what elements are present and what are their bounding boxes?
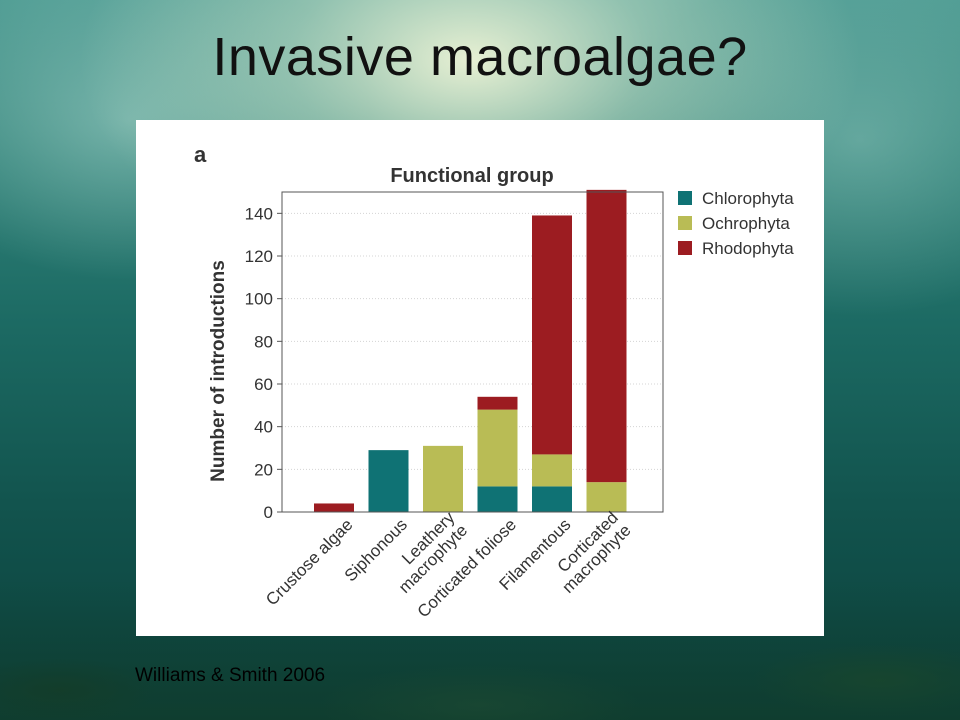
y-tick-label: 20 [254,460,273,479]
legend-label-ochrophyta: Ochrophyta [702,214,790,233]
bar-ochrophyta-3 [477,409,518,487]
bar-chlorophyta-4 [532,486,572,512]
bars [314,189,627,512]
legend-swatch-rhodophyta [678,241,692,255]
slide-title: Invasive macroalgae? [212,27,748,87]
y-tick-label: 140 [245,204,273,223]
bar-rhodophyta-3 [477,396,518,410]
y-tick-label: 40 [254,418,273,437]
citation: Williams & Smith 2006 [135,665,326,686]
y-tick-label: 80 [254,332,273,351]
y-tick-label: 0 [264,503,273,522]
bar-chart: a Functional group Number of introductio… [194,142,794,622]
bar-ochrophyta-2 [423,445,463,512]
y-tick-label: 60 [254,375,273,394]
legend: Chlorophyta Ochrophyta Rhodophyta [678,189,794,258]
y-axis-ticks: 0 20 40 60 80 100 120 140 [245,204,282,522]
y-tick-label: 100 [245,290,273,309]
panel-label: a [194,142,207,167]
bar-rhodophyta-0 [314,503,354,512]
bar-ochrophyta-5 [586,482,627,512]
chart-figure: a Functional group Number of introductio… [136,120,824,636]
y-tick-label: 120 [245,247,273,266]
legend-swatch-ochrophyta [678,216,692,230]
bar-chlorophyta-3 [477,486,518,512]
bar-ochrophyta-4 [532,454,572,487]
x-axis-labels: Crustose algaeSiphonousLeatherymacrophyt… [262,508,634,622]
legend-label-rhodophyta: Rhodophyta [702,239,794,258]
legend-swatch-chlorophyta [678,191,692,205]
y-axis-label: Number of introductions [208,260,229,482]
bar-rhodophyta-4 [532,215,572,455]
bar-chlorophyta-1 [368,450,409,512]
x-category-label: Crustose algae [262,515,356,609]
x-category-label-line: Crustose algae [262,515,356,609]
plot-area-frame [281,191,664,513]
chart-title: Functional group [390,165,553,187]
legend-label-chlorophyta: Chlorophyta [702,189,794,208]
bar-rhodophyta-5 [586,189,627,483]
